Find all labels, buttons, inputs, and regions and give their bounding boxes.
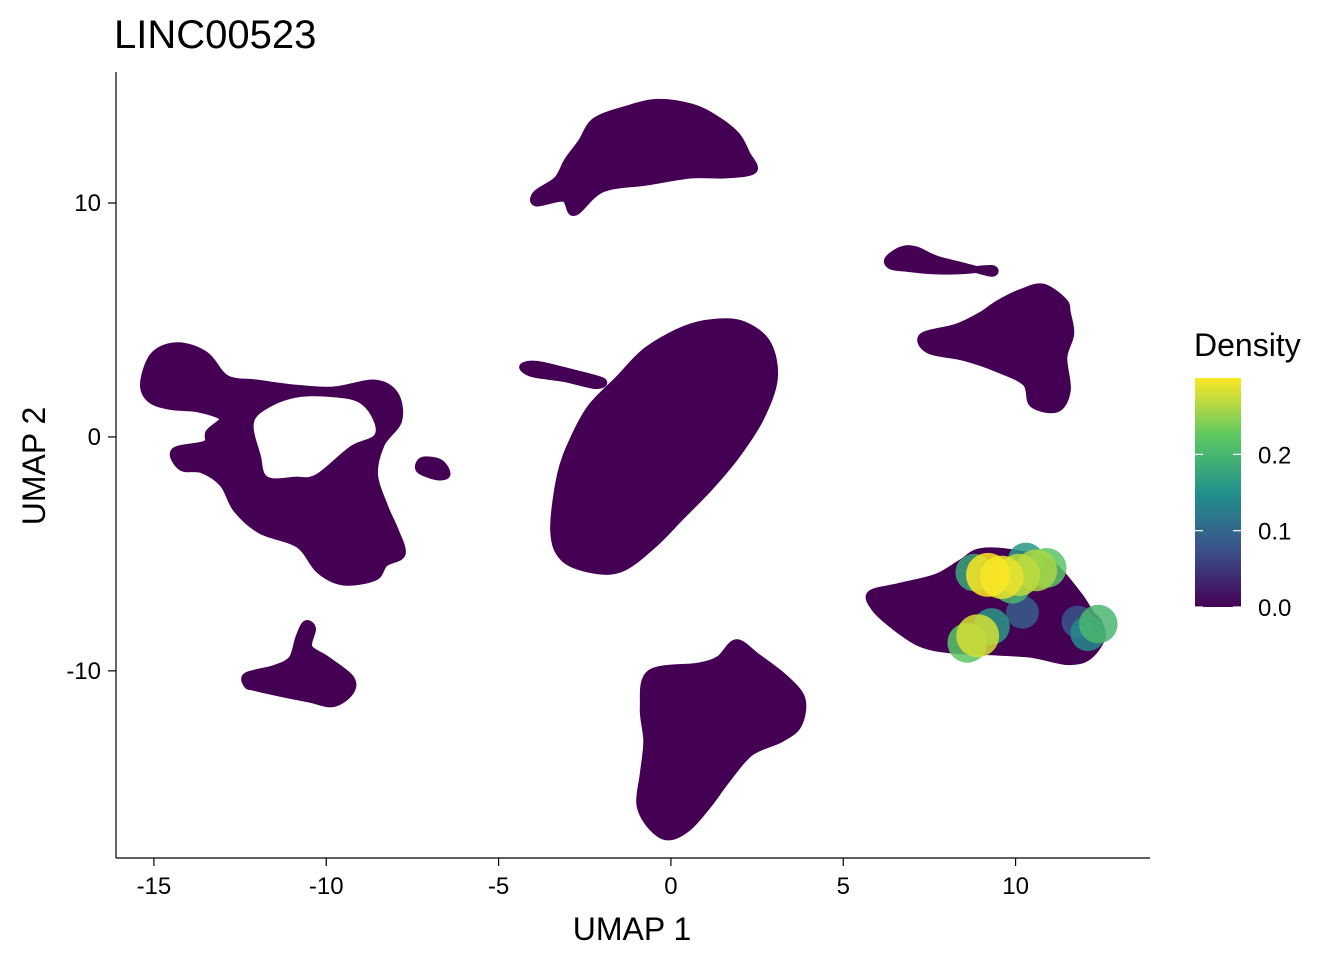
cell-cluster <box>883 245 999 277</box>
x-tick-label: 5 <box>837 873 850 900</box>
x-axis-title: UMAP 1 <box>573 911 692 947</box>
colorbar <box>1195 378 1241 607</box>
cell-cluster <box>550 318 779 575</box>
colorbar-tick-label: 0.1 <box>1258 519 1291 546</box>
cell-cluster <box>241 620 357 708</box>
y-tick-label: 0 <box>88 424 101 451</box>
density-hotspot <box>1079 604 1118 644</box>
x-tick-label: -5 <box>488 873 509 900</box>
y-axis-title: UMAP 2 <box>16 407 52 526</box>
y-tick-label: 10 <box>74 190 101 217</box>
colorbar-tick-label: 0.0 <box>1258 595 1291 622</box>
cell-cluster <box>519 360 608 390</box>
cell-cluster <box>917 283 1075 414</box>
cell-cluster <box>414 456 451 481</box>
density-hotspot <box>956 614 1000 658</box>
cell-cluster <box>636 639 807 841</box>
x-tick-label: -15 <box>137 873 172 900</box>
x-tick-label: 10 <box>1002 873 1029 900</box>
clusters-layer <box>140 98 1106 841</box>
y-tick-label: -10 <box>66 658 101 685</box>
hotspots-layer <box>947 542 1118 663</box>
legend-title: Density <box>1194 327 1301 363</box>
colorbar-ticks: 0.0 0.1 0.2 <box>1195 442 1291 622</box>
density-hotspot <box>966 552 1010 597</box>
plot-panel <box>140 98 1118 841</box>
cell-cluster <box>529 98 758 216</box>
chart-title: LINC00523 <box>114 13 316 57</box>
x-tick-label: 0 <box>664 873 677 900</box>
y-axis-ticks: -10 0 10 <box>66 190 116 685</box>
legend: Density 0.0 0.1 0.2 <box>1194 327 1301 622</box>
x-tick-label: -10 <box>309 873 344 900</box>
colorbar-tick-label: 0.2 <box>1258 442 1291 469</box>
x-axis-ticks: -15 -10 -5 0 5 10 <box>137 858 1029 900</box>
density-hotspot <box>1006 596 1039 629</box>
cluster-hole <box>253 396 376 479</box>
